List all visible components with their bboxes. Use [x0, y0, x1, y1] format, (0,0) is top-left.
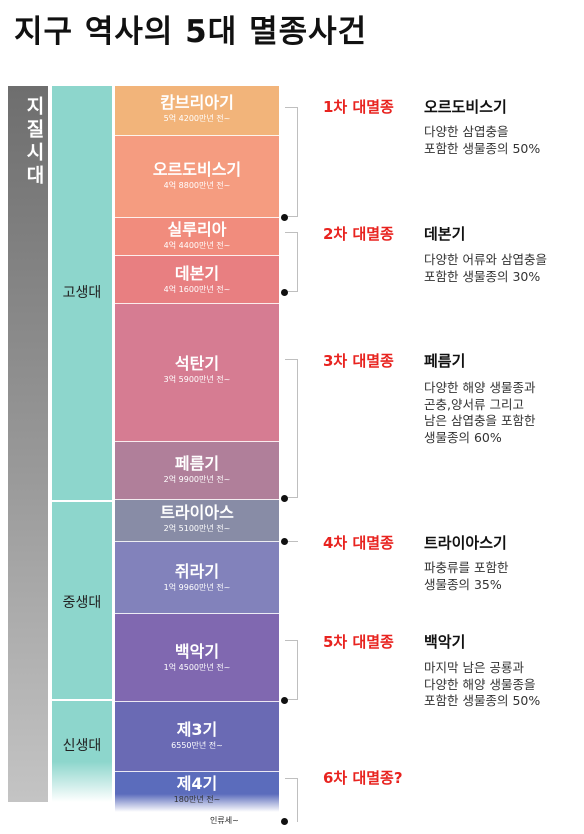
- geologic-time-bar: 지질시대: [8, 86, 48, 802]
- desc-line: 마지막 남은 공룡과: [424, 660, 524, 675]
- desc-line: 포함한 생물종의 50%: [424, 693, 541, 708]
- desc-line: 남은 삼엽충을 포함한: [424, 413, 536, 428]
- desc-line: 다양한 해양 생물종을: [424, 676, 536, 692]
- period-age: 5억 4200만년 전~: [163, 114, 231, 123]
- period-name: 데본기: [174, 264, 220, 283]
- era-label: 고생대: [62, 285, 102, 301]
- extinction-5-label: 5차 대멸종: [323, 633, 394, 651]
- period-name: 실루리아: [167, 220, 227, 239]
- period-age: 3억 5900만년 전~: [163, 375, 231, 384]
- period-name: 석탄기: [174, 354, 220, 373]
- bracket-4: [285, 541, 298, 542]
- desc-line: 파충류를 포함한: [424, 560, 509, 575]
- period-cretaceous: 백악기 1억 4500만년 전~: [115, 614, 279, 702]
- period-permian: 페름기 2억 9900만년 전~: [115, 442, 279, 500]
- period-name: 제4기: [176, 774, 218, 793]
- extinction-5-desc: 마지막 남은 공룡과 다양한 해양 생물종을 포함한 생물종의 50%: [424, 660, 584, 710]
- marker-dot: [281, 818, 288, 825]
- extinction-2-label: 2차 대멸종: [323, 225, 394, 243]
- extinction-1-label: 1차 대멸종: [323, 98, 394, 116]
- period-name: 백악기: [174, 642, 220, 661]
- extinction-4-period: 트라이아스기: [424, 534, 507, 552]
- desc-line: 생물종의 60%: [424, 429, 502, 445]
- bracket-2: [285, 232, 298, 292]
- period-ordovician: 오르도비스기 4억 8800만년 전~: [115, 136, 279, 218]
- extinction-2-desc: 다양한 어류와 삼엽충을 포함한 생물종의 30%: [424, 252, 584, 285]
- period-triassic: 트라이아스 2억 5100만년 전~: [115, 500, 279, 542]
- extinction-3-desc: 다양한 해양 생물종과 곤충,양서류 그리고 남은 삼엽충을 포함한 생물종의 …: [424, 380, 584, 446]
- period-age: 2억 5100만년 전~: [163, 524, 231, 533]
- anthropocene-label: 인류세~: [210, 816, 239, 825]
- period-age: 4억 4400만년 전~: [163, 241, 231, 250]
- period-name: 오르도비스기: [152, 160, 242, 179]
- era-paleozoic: 고생대: [52, 86, 112, 500]
- desc-line: 다양한 해양 생물종과: [424, 380, 536, 395]
- marker-dot: [281, 538, 288, 545]
- bracket-5: [285, 640, 298, 700]
- period-age: 1억 9960만년 전~: [163, 583, 231, 592]
- desc-line: 생물종의 35%: [424, 576, 502, 592]
- period-name: 캄브리아기: [160, 93, 234, 112]
- desc-line: 포함한 생물종의 30%: [424, 268, 541, 284]
- period-age: 6550만년 전~: [171, 741, 223, 750]
- period-age: 4억 1600만년 전~: [163, 285, 231, 294]
- period-jurassic: 쥐라기 1억 9960만년 전~: [115, 542, 279, 614]
- period-devonian: 데본기 4억 1600만년 전~: [115, 256, 279, 304]
- period-cambrian: 캄브리아기 5억 4200만년 전~: [115, 86, 279, 136]
- bracket-6: [285, 778, 298, 822]
- period-age: 2억 9900만년 전~: [163, 475, 231, 484]
- period-name: 페름기: [174, 454, 220, 473]
- period-silurian: 실루리아 4억 4400만년 전~: [115, 218, 279, 256]
- desc-line: 곤충,양서류 그리고: [424, 396, 524, 412]
- period-quaternary: 제4기 180만년 전~: [115, 772, 279, 812]
- bracket-3: [285, 359, 298, 498]
- extinction-1-period: 오르도비스기: [424, 98, 507, 116]
- era-cenozoic: 신생대: [52, 701, 112, 802]
- page-title: 지구 역사의 5대 멸종사건: [14, 14, 368, 50]
- geologic-time-label: 지질시대: [23, 96, 45, 188]
- period-name: 쥐라기: [174, 562, 220, 581]
- extinction-4-label: 4차 대멸종: [323, 534, 394, 552]
- desc-line: 다양한 삼엽충을: [424, 124, 509, 139]
- extinction-5-period: 백악기: [424, 633, 466, 651]
- period-age: 180만년 전~: [173, 795, 221, 804]
- desc-line: 다양한 어류와 삼엽충을: [424, 252, 547, 267]
- era-label: 신생대: [62, 738, 102, 754]
- extinction-3-period: 페름기: [424, 352, 466, 370]
- extinction-6-label: 6차 대멸종?: [323, 769, 403, 787]
- period-carboniferous: 석탄기 3억 5900만년 전~: [115, 304, 279, 442]
- marker-dot: [281, 289, 288, 296]
- extinction-2-period: 데본기: [424, 225, 466, 243]
- period-tertiary: 제3기 6550만년 전~: [115, 702, 279, 772]
- extinction-1-desc: 다양한 삼엽충을 포함한 생물종의 50%: [424, 124, 584, 157]
- extinction-3-label: 3차 대멸종: [323, 352, 394, 370]
- marker-dot: [281, 214, 288, 221]
- period-name: 트라이아스: [160, 503, 234, 522]
- period-age: 4억 8800만년 전~: [163, 181, 231, 190]
- period-name: 제3기: [176, 720, 218, 739]
- era-mesozoic: 중생대: [52, 502, 112, 699]
- period-age: 1억 4500만년 전~: [163, 663, 231, 672]
- extinction-4-desc: 파충류를 포함한 생물종의 35%: [424, 560, 584, 593]
- desc-line: 포함한 생물종의 50%: [424, 140, 541, 156]
- marker-dot: [281, 697, 288, 704]
- bracket-1: [285, 107, 298, 217]
- era-label: 중생대: [62, 595, 102, 611]
- marker-dot: [281, 495, 288, 502]
